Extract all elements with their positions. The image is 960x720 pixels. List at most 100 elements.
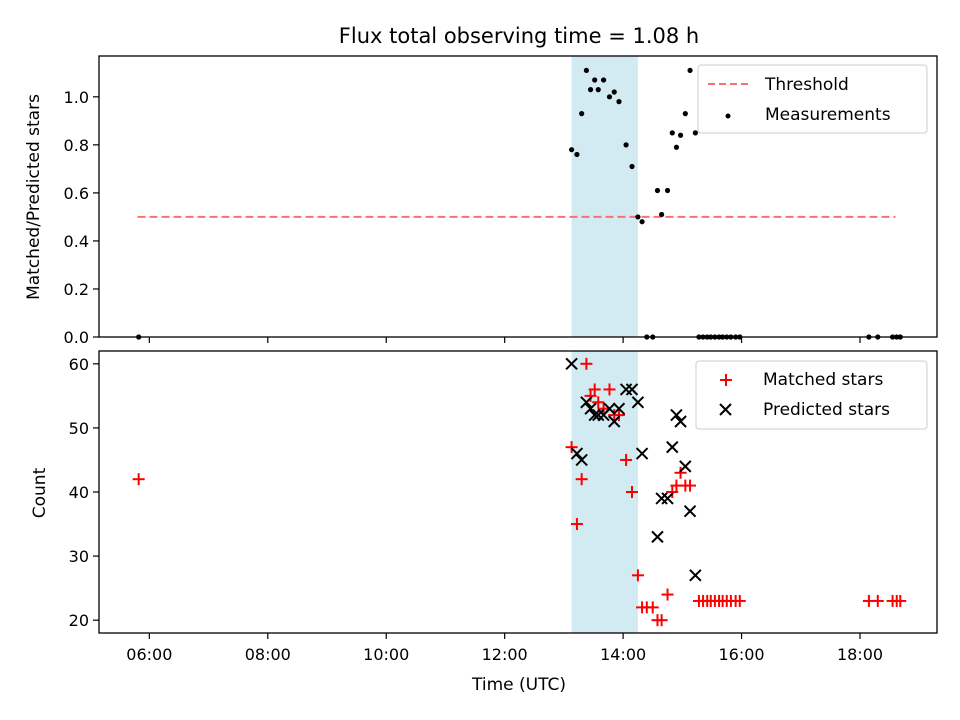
measurement-point <box>611 89 617 95</box>
measurement-point <box>600 77 607 83</box>
top-y-tick-label: 1.0 <box>64 88 89 107</box>
matched-star-point <box>684 479 697 492</box>
predicted-star-point <box>608 415 621 428</box>
predicted-star-point <box>661 492 674 505</box>
predicted-star-point <box>635 447 649 460</box>
top-y-tick-label: 0.4 <box>64 232 89 251</box>
x-tick-label: 18:00 <box>837 645 883 664</box>
matched-star-point <box>612 409 625 422</box>
predicted-star-point <box>570 447 584 460</box>
predicted-star-point <box>565 357 578 371</box>
matched-star-point <box>584 389 597 402</box>
measurement-point <box>635 214 641 220</box>
matched-star-point <box>631 569 644 582</box>
measurement-point <box>639 219 645 225</box>
top-y-tick-label: 0.2 <box>64 280 89 299</box>
bottom-y-tick-label: 20 <box>69 611 89 630</box>
predicted-star-point <box>580 396 593 409</box>
top-y-tick-label: 0.0 <box>64 328 89 347</box>
measurement-point <box>677 132 684 138</box>
legend-measurements-label: Measurements <box>765 105 891 125</box>
bottom-y-tick-label: 40 <box>69 483 89 502</box>
measurement-point <box>673 144 680 150</box>
matched-star-point <box>588 383 601 396</box>
top-panel: 0.0 0.2 0.4 0.6 0.8 1.0 Matched/Predicted sta… <box>24 55 938 347</box>
measurement-point <box>579 111 585 117</box>
matched-star-point <box>674 466 687 479</box>
x-tick-label: 12:00 <box>482 645 528 664</box>
measurement-point <box>606 94 613 100</box>
top-y-tick-label: 0.8 <box>64 136 89 155</box>
x-tick-label: 10:00 <box>363 645 409 664</box>
top-observing-window-span <box>571 56 638 337</box>
measurement-point <box>595 87 601 93</box>
bottom-y-axis-label: Count <box>30 467 50 518</box>
measurement-point <box>623 142 629 148</box>
measurement-point <box>592 77 598 83</box>
predicted-star-point <box>674 415 687 428</box>
measurement-point <box>669 130 675 136</box>
matched-star-point <box>626 486 639 498</box>
top-y-axis-label: Matched/Predicted stars <box>24 94 44 300</box>
bottom-panel: 20 30 40 50 60 06:00 08:00 10:00 12:00 14:00 16:0… <box>30 350 938 695</box>
predicted-star-point <box>612 402 626 415</box>
predicted-star-point <box>670 408 683 422</box>
matched-star-point <box>580 357 593 370</box>
bottom-y-tick-label: 50 <box>69 419 89 438</box>
x-tick-label: 16:00 <box>719 645 765 664</box>
bottom-legend-box <box>695 360 928 430</box>
matched-star-point <box>620 453 633 466</box>
bottom-y-tick-label: 60 <box>69 355 89 374</box>
legend-measurements-swatch <box>725 113 731 119</box>
measurement-point <box>568 147 575 153</box>
measurement-point <box>629 163 635 170</box>
predicted-star-point <box>588 408 601 422</box>
measurement-point <box>664 187 671 194</box>
predicted-star-point <box>625 383 639 396</box>
matched-star-point <box>597 402 610 415</box>
x-tick-label: 14:00 <box>600 645 646 664</box>
legend-matched-swatch <box>720 374 732 386</box>
predicted-star-point <box>689 569 702 582</box>
measurement-point <box>583 67 590 74</box>
matched-star-point <box>570 518 583 531</box>
predicted-star-point <box>651 530 664 544</box>
bottom-y-tick-label: 30 <box>69 547 89 566</box>
predicted-star-point <box>575 453 588 467</box>
top-y-tick-label: 0.6 <box>64 184 89 203</box>
measurement-point <box>616 99 622 105</box>
figure-title: Flux total observing time = 1.08 h <box>339 24 699 48</box>
bottom-legend: Matched stars Predicted stars <box>695 360 928 430</box>
matched-star-point <box>894 594 907 607</box>
measurement-point <box>654 187 661 194</box>
matched-star-point <box>733 594 746 607</box>
matched-star-point <box>565 441 578 454</box>
matched-star-point <box>871 594 884 607</box>
measurement-point <box>587 87 594 93</box>
predicted-star-point <box>592 408 605 422</box>
matched-star-point <box>666 486 679 498</box>
measurement-point <box>659 211 665 218</box>
matched-star-point <box>655 614 668 627</box>
legend-matched-label: Matched stars <box>763 370 883 390</box>
matched-star-point <box>575 473 588 486</box>
predicted-star-point <box>631 396 645 409</box>
predicted-star-point <box>679 460 692 473</box>
x-axis-label: Time (UTC) <box>471 675 566 695</box>
x-tick-label: 06:00 <box>126 645 172 664</box>
measurement-point <box>574 151 580 158</box>
top-legend: Threshold Measurements <box>697 64 928 134</box>
measurement-point <box>692 130 698 136</box>
top-legend-box <box>697 64 928 134</box>
x-tick-label: 08:00 <box>245 645 291 664</box>
matched-star-point <box>661 588 674 601</box>
matched-star-point <box>646 601 659 614</box>
matched-star-point <box>592 396 605 409</box>
legend-threshold-label: Threshold <box>764 75 849 95</box>
legend-predicted-swatch <box>719 403 732 416</box>
predicted-star-point <box>603 402 616 415</box>
measurement-point <box>682 111 688 117</box>
measurement-point <box>687 67 693 74</box>
predicted-star-point <box>683 505 697 518</box>
